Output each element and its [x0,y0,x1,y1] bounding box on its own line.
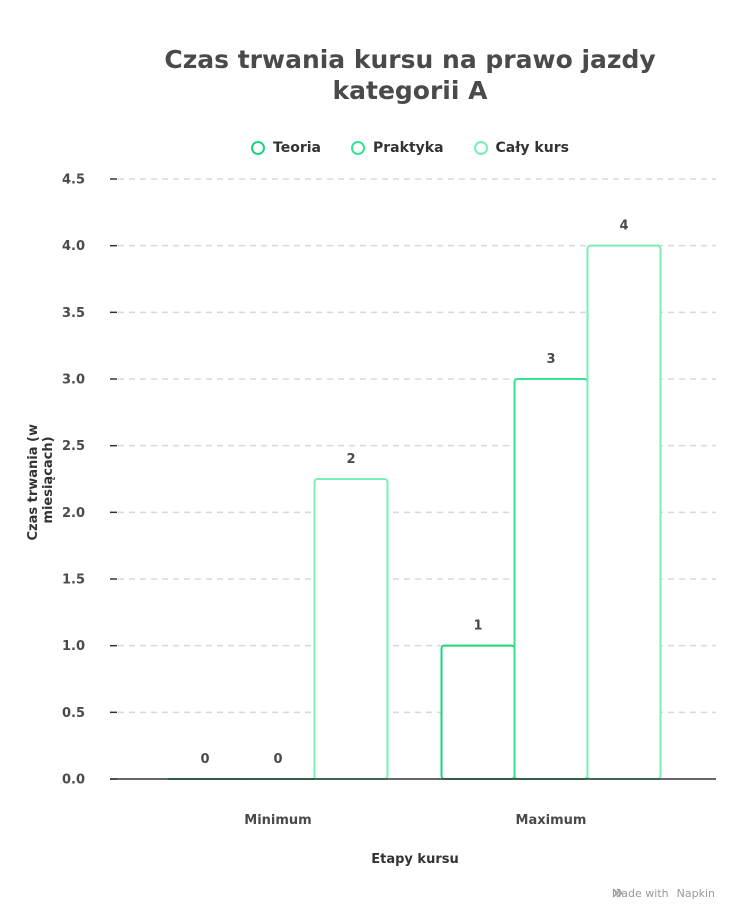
legend-label-teoria: Teoria [273,140,322,156]
y-tick-label: 3.5 [62,306,85,321]
legend-item-praktyka: Praktyka [351,140,444,156]
legend-swatch-praktyka [351,141,366,155]
chart-legend: Teoria Praktyka Cały kurs [0,140,739,156]
x-axis-label: Etapy kursu [371,852,458,867]
data-label: 0 [273,752,282,767]
y-tick-label: 4.0 [62,239,85,254]
x-category-label: Maximum [516,813,587,828]
y-tick-label: 3.0 [62,373,85,388]
chart-title-line-1: Czas trwania kursu na prawo jazdy [164,45,656,74]
y-axis-label-line-2: miesiącach) [41,436,56,523]
legend-swatch-teoria [251,141,266,155]
y-tick-label: 1.5 [62,573,85,588]
data-label: 1 [473,619,482,634]
y-axis-ticks: 0.0 0.5 1.0 1.5 2.0 2.5 3.0 3.5 4.0 4.5 [62,173,117,788]
data-label: 0 [200,752,209,767]
bars: 0 0 2 1 3 4 [167,219,662,781]
legend-item-teoria: Teoria [251,140,321,156]
category-labels: Minimum Maximum [244,813,586,828]
y-tick-label: 2.0 [62,506,85,521]
footer-made-with: Made with [611,887,669,900]
y-tick-label: 0.0 [62,773,85,788]
y-axis-label: Czas trwania (w miesiącach) [26,419,56,540]
chart-title-line-2: kategorii A [332,76,488,105]
data-label: 2 [346,452,355,467]
data-label: 3 [546,352,555,367]
legend-swatch-caly-kurs [473,141,488,155]
bar-maximum-2 [513,378,589,780]
y-tick-label: 0.5 [62,706,85,721]
data-label: 4 [619,219,628,234]
y-tick-label: 2.5 [62,439,85,454]
x-category-label: Minimum [244,813,311,828]
legend-label-caly-kurs: Cały kurs [495,140,569,156]
y-axis-label-line-1: Czas trwania (w [26,424,41,541]
legend-item-caly-kurs: Cały kurs [473,140,569,156]
bar-maximum-3 [586,244,662,780]
legend-label-praktyka: Praktyka [373,140,444,156]
chart-title: Czas trwania kursu na prawo jazdy katego… [0,44,739,106]
footer-brand: Napkin [676,887,715,900]
footer-watermark: Made with Napkin [612,887,715,900]
y-tick-label: 4.5 [62,173,85,188]
bar-maximum-1 [440,644,516,781]
y-tick-label: 1.0 [62,639,85,654]
bar-minimum-3 [313,478,389,780]
